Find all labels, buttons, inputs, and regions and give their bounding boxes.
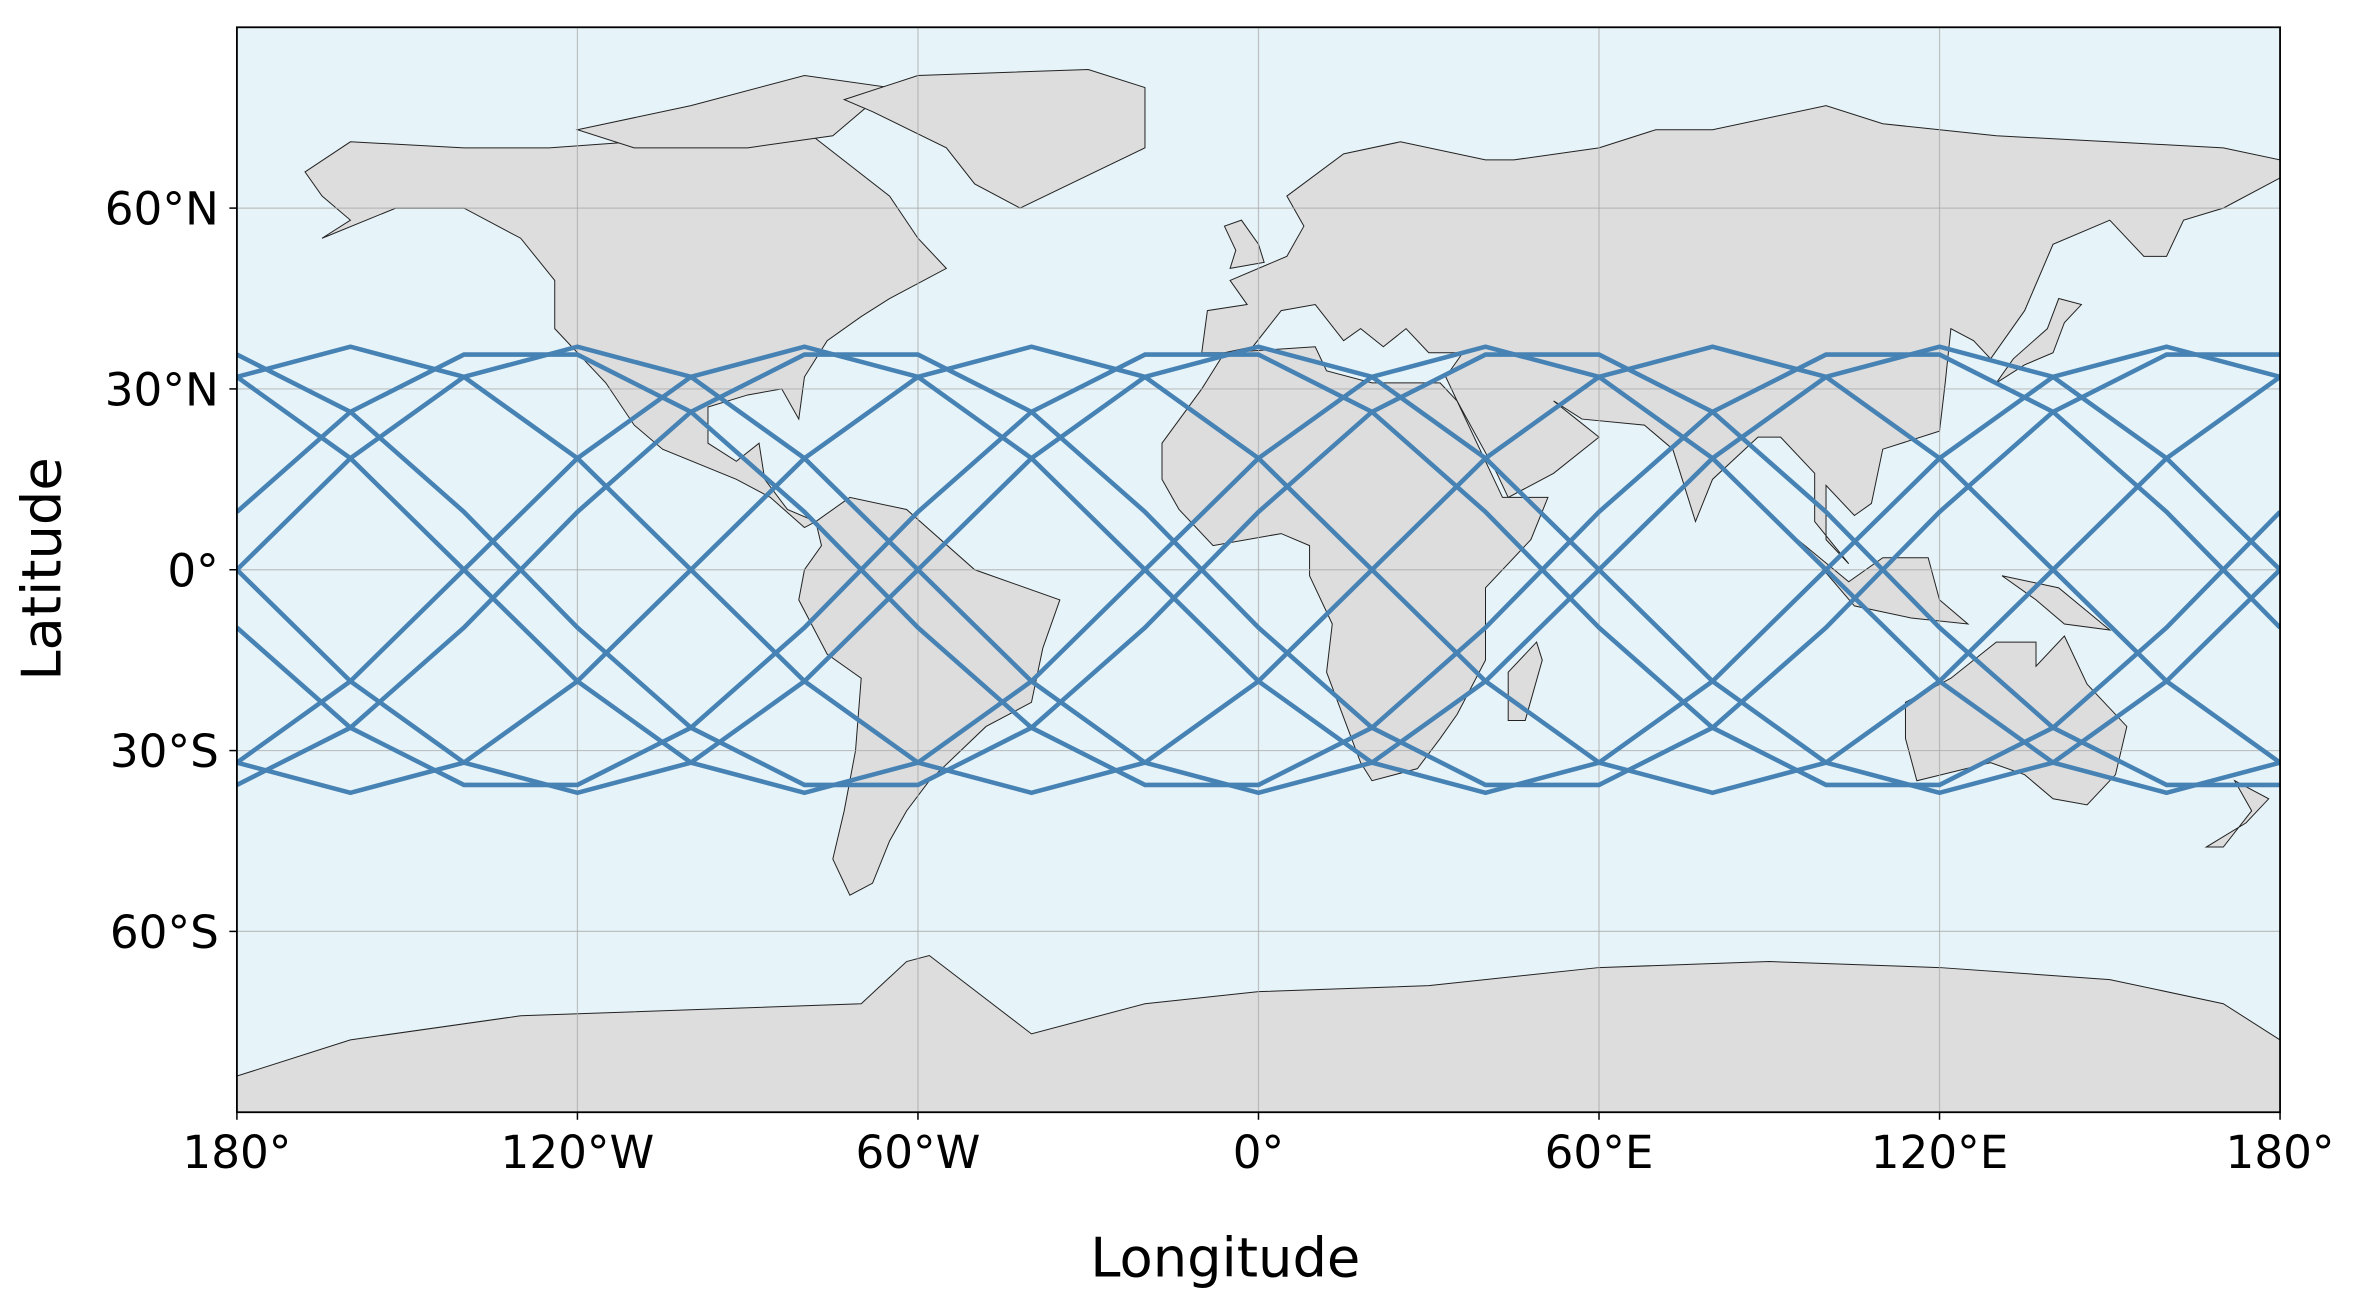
new-zealand — [2206, 781, 2268, 847]
y-tick-label: 0° — [167, 544, 218, 597]
ground-track — [236, 352, 2281, 788]
y-tick-label: 30°S — [110, 725, 219, 778]
x-tick-label: 0° — [1233, 1126, 1284, 1179]
ground-track — [236, 352, 2281, 788]
ground-track — [236, 344, 2281, 796]
y-tick-label: 60°S — [110, 906, 219, 959]
x-tick-label: 120°W — [501, 1126, 655, 1179]
britain — [1224, 220, 1264, 268]
y-axis-label: Latitude — [10, 457, 73, 681]
madagascar — [1508, 642, 1542, 720]
ground-track — [236, 344, 2281, 796]
japan — [1996, 299, 2081, 383]
x-tick-label: 180° — [2226, 1126, 2335, 1179]
label-layer: Longitude Latitude 180° 120°W 60°W 0° 60°E 12… — [10, 183, 2334, 1290]
x-axis-label: Longitude — [1090, 1227, 1360, 1290]
x-tick-label: 120°E — [1871, 1126, 2009, 1179]
south-america — [799, 497, 1060, 895]
x-tick-label: 180° — [182, 1126, 291, 1179]
new-guinea — [2002, 576, 2110, 630]
greenland — [844, 69, 1145, 208]
north-america — [305, 130, 946, 528]
ground-track — [236, 352, 2281, 788]
plot-frame — [236, 26, 2281, 1114]
ground-track — [236, 352, 2281, 788]
tracks — [236, 344, 2281, 796]
x-tick-label: 60°E — [1545, 1126, 1654, 1179]
ground-track — [236, 344, 2281, 796]
arctic-islands — [577, 76, 889, 148]
y-tick-label: 60°N — [105, 183, 219, 236]
y-tick-label: 30°N — [105, 364, 219, 417]
x-tick-label: 60°W — [855, 1126, 980, 1179]
ground-track — [236, 344, 2281, 796]
